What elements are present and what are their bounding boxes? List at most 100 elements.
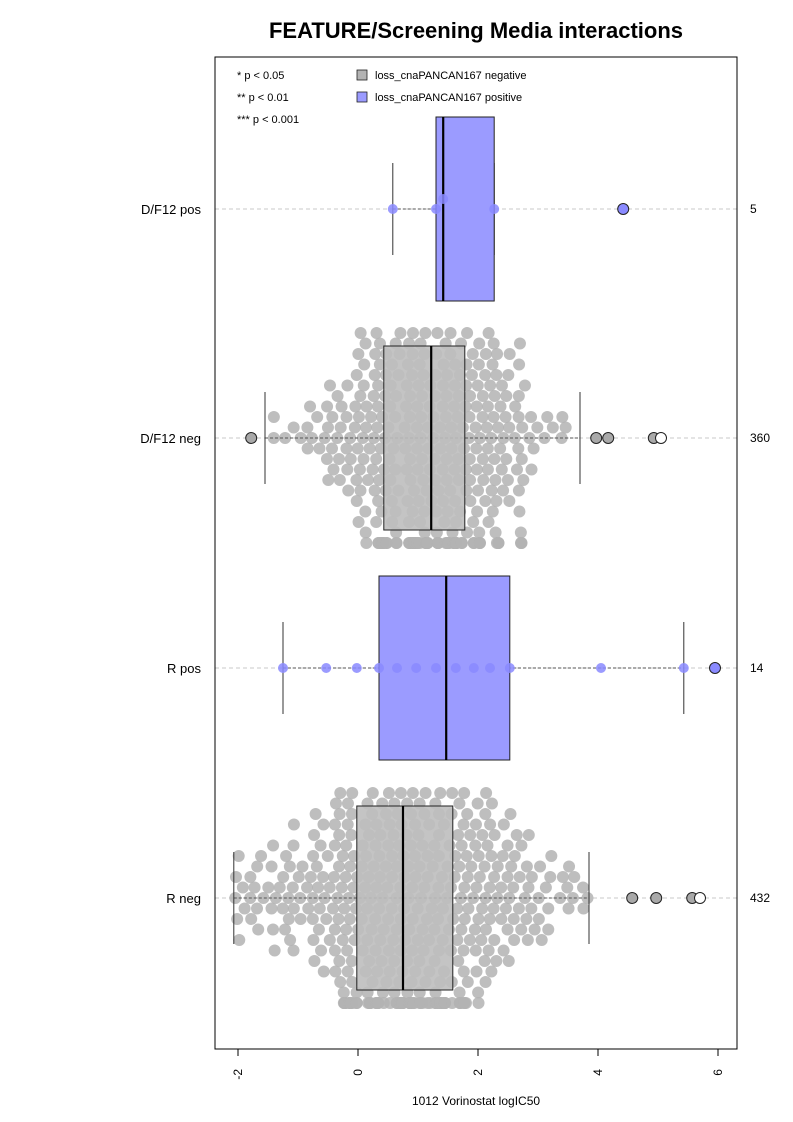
data-point — [245, 913, 258, 925]
data-point — [481, 442, 494, 455]
data-point — [512, 484, 525, 497]
data-point — [521, 934, 534, 946]
data-point — [522, 881, 535, 894]
data-point — [332, 913, 345, 925]
data-point — [471, 379, 484, 392]
data-point — [458, 787, 471, 799]
data-point — [491, 860, 504, 873]
data-point — [267, 923, 280, 936]
data-point — [457, 944, 470, 957]
data-point — [503, 421, 516, 434]
data-point — [525, 463, 538, 476]
data-point — [488, 934, 501, 946]
data-point — [262, 881, 275, 894]
data-point — [458, 913, 471, 925]
data-point — [461, 976, 474, 988]
data-point — [232, 850, 245, 862]
data-point — [323, 881, 336, 894]
data-point — [394, 327, 407, 339]
data-point — [350, 997, 363, 1009]
data-point — [479, 976, 492, 988]
data-point — [463, 934, 476, 946]
outlier-point — [694, 892, 706, 904]
data-point — [366, 463, 379, 476]
data-point — [495, 463, 508, 476]
data-point — [479, 923, 492, 936]
outlier-point — [617, 203, 630, 215]
data-point — [463, 453, 476, 465]
data-point — [523, 432, 536, 444]
data-point — [481, 400, 494, 413]
outlier-point — [655, 432, 667, 444]
data-point — [359, 526, 372, 539]
data-point — [407, 327, 420, 339]
chart-title: FEATURE/Screening Media interactions — [269, 18, 683, 43]
data-point — [370, 453, 383, 465]
data-point — [339, 871, 352, 883]
data-point — [350, 369, 363, 381]
legend-label: loss_cnaPANCAN167 positive — [375, 92, 522, 104]
data-point — [321, 663, 332, 673]
data-point — [471, 797, 484, 810]
data-point — [233, 934, 246, 946]
data-point — [365, 411, 378, 423]
data-point — [512, 442, 525, 455]
data-point — [453, 797, 466, 810]
data-point — [568, 871, 581, 883]
data-point — [451, 934, 464, 946]
data-point — [373, 337, 386, 350]
data-point — [301, 442, 314, 455]
data-point — [336, 850, 349, 862]
group-count: 432 — [750, 891, 770, 905]
data-point — [520, 913, 533, 925]
data-point — [556, 411, 569, 423]
data-point — [252, 923, 265, 936]
data-point — [373, 358, 386, 371]
data-point — [515, 537, 528, 549]
data-point — [345, 829, 358, 841]
data-point — [367, 432, 380, 444]
data-point — [488, 871, 501, 883]
x-tick-label: 6 — [711, 1069, 725, 1076]
box — [435, 116, 495, 302]
data-point — [512, 390, 525, 402]
data-point — [357, 453, 370, 465]
data-point — [527, 442, 540, 455]
data-point — [515, 839, 528, 852]
data-point — [338, 902, 351, 915]
data-point — [370, 516, 383, 528]
data-point — [492, 537, 505, 549]
data-point — [318, 432, 331, 444]
grid-layer — [215, 208, 737, 899]
data-point — [476, 902, 489, 915]
data-point — [341, 379, 354, 392]
data-point — [485, 965, 498, 978]
data-point — [485, 797, 498, 810]
data-point — [513, 337, 526, 350]
data-point — [372, 379, 385, 392]
data-point — [357, 379, 370, 392]
data-point — [360, 421, 373, 434]
data-point — [467, 892, 480, 904]
data-point — [308, 955, 321, 967]
data-point — [478, 955, 491, 967]
data-point — [535, 934, 548, 946]
data-point — [317, 818, 330, 831]
x-tick-label: -2 — [231, 1069, 245, 1080]
group-count: 5 — [750, 202, 757, 216]
data-point — [358, 358, 371, 371]
data-point — [307, 850, 320, 862]
data-point — [542, 902, 555, 915]
data-point — [277, 871, 290, 883]
data-point — [286, 881, 299, 894]
data-point — [276, 902, 289, 915]
data-point — [306, 913, 319, 925]
data-point — [333, 955, 346, 967]
data-point — [368, 484, 381, 497]
data-point — [360, 537, 373, 549]
data-point — [532, 913, 545, 925]
data-point — [438, 194, 449, 204]
data-point — [278, 663, 288, 673]
data-point — [497, 944, 510, 957]
data-point — [596, 663, 606, 673]
